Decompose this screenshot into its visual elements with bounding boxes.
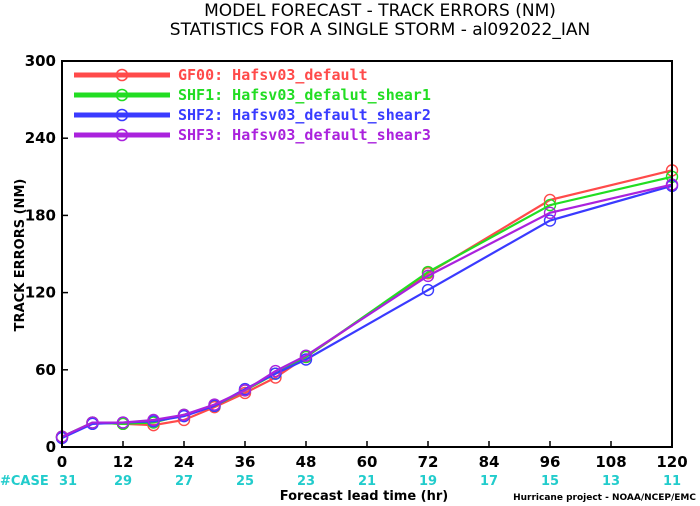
x-tick-label: 72 bbox=[418, 453, 439, 471]
data-point bbox=[116, 416, 130, 429]
series-line-3 bbox=[61, 183, 673, 438]
x-tick-label: 96 bbox=[540, 453, 561, 471]
y-tick-label: 120 bbox=[25, 284, 56, 302]
case-count: 15 bbox=[541, 474, 559, 489]
legend-marker bbox=[115, 68, 129, 82]
y-tick-label: 300 bbox=[25, 52, 56, 70]
y-tick-label: 240 bbox=[25, 129, 56, 147]
x-tick-label: 12 bbox=[113, 453, 134, 471]
data-point bbox=[147, 413, 160, 427]
x-tick-label: 48 bbox=[296, 453, 317, 471]
y-tick-label: 180 bbox=[25, 206, 56, 224]
data-point bbox=[421, 283, 435, 297]
legend-marker bbox=[115, 128, 129, 142]
case-count-label: #CASE bbox=[0, 474, 49, 489]
case-count: 19 bbox=[419, 474, 437, 489]
x-tick-label: 24 bbox=[174, 453, 195, 471]
series-line-1 bbox=[61, 175, 673, 438]
legend-marker bbox=[115, 108, 129, 122]
data-point bbox=[543, 206, 557, 220]
series-line-2 bbox=[61, 184, 673, 439]
case-count: 11 bbox=[663, 474, 681, 489]
y-tick-label: 60 bbox=[35, 361, 56, 379]
case-count: 29 bbox=[114, 474, 132, 489]
y-tick-label: 0 bbox=[46, 438, 56, 456]
case-count: 31 bbox=[59, 474, 77, 489]
chart-title: MODEL FORECAST - TRACK ERRORS (NM) bbox=[204, 1, 556, 21]
data-point bbox=[269, 364, 282, 378]
data-point bbox=[208, 398, 221, 411]
x-tick-label: 36 bbox=[235, 453, 256, 471]
legend-label: SHF3: Hafsv03_default_shear3 bbox=[178, 126, 431, 144]
credit-text: Hurricane project - NOAA/NCEP/EMC bbox=[513, 493, 696, 503]
legend-marker bbox=[115, 88, 129, 102]
case-count-row: #CASE 31 29 27 25 23 21 19 17 15 13 11 bbox=[0, 474, 681, 489]
series-line-0 bbox=[61, 169, 673, 438]
data-point bbox=[543, 198, 557, 212]
case-count: 21 bbox=[358, 474, 376, 489]
x-tick-label: 0 bbox=[57, 453, 67, 471]
x-tick-label: 84 bbox=[479, 453, 500, 471]
x-axis-label: Forecast lead time (hr) bbox=[280, 489, 448, 504]
x-tick-label: 60 bbox=[357, 453, 378, 471]
legend-label: SHF1: Hafsv03_defalut_shear1 bbox=[178, 86, 431, 104]
case-count: 17 bbox=[480, 474, 498, 489]
data-layer bbox=[55, 164, 679, 445]
case-count: 13 bbox=[602, 474, 620, 489]
case-count: 27 bbox=[175, 474, 193, 489]
legend-label: GF00: Hafsv03_default bbox=[178, 66, 368, 84]
x-tick-label: 108 bbox=[595, 453, 626, 471]
data-point bbox=[86, 416, 99, 429]
x-tick-label: 120 bbox=[656, 453, 687, 471]
legend-label: SHF2: Hafsv03_default_shear2 bbox=[178, 106, 431, 124]
data-point bbox=[299, 349, 313, 362]
legend: GF00: Hafsv03_default SHF1: Hafsv03_defal… bbox=[74, 66, 431, 144]
case-count: 25 bbox=[236, 474, 254, 489]
x-axis: 0 12 24 36 48 60 72 84 96 108 120 bbox=[57, 441, 688, 471]
data-point bbox=[543, 214, 557, 227]
y-axis-label: TRACK ERRORS (NM) bbox=[13, 179, 28, 332]
data-point bbox=[238, 384, 252, 397]
chart-subtitle: STATISTICS FOR A SINGLE STORM - al092022… bbox=[170, 20, 590, 40]
y-axis: 0 60 120 180 240 300 bbox=[25, 52, 68, 456]
case-count: 23 bbox=[297, 474, 315, 489]
data-point bbox=[421, 269, 435, 283]
data-point bbox=[177, 408, 191, 422]
